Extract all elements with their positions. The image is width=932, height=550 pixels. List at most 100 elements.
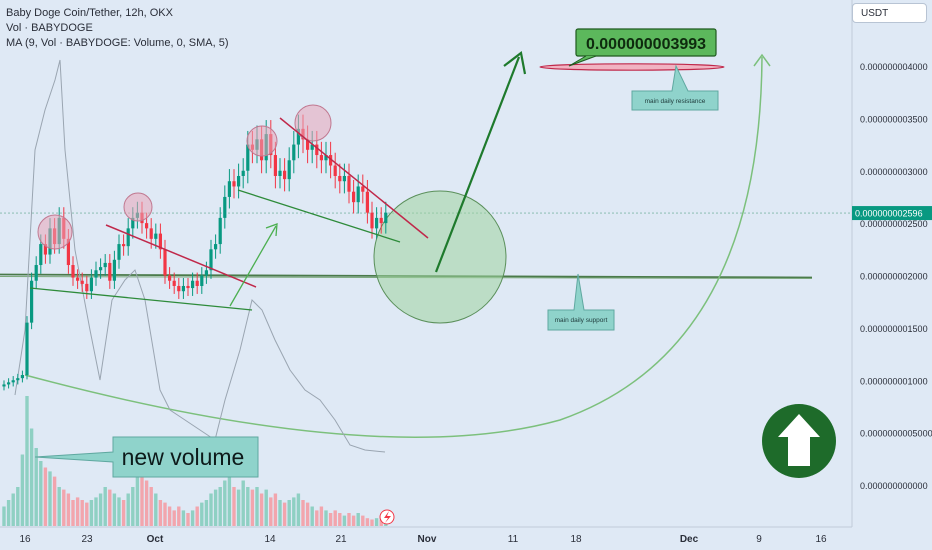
volume-bar: [150, 487, 153, 526]
candle-body: [186, 286, 189, 288]
volume-bar: [58, 487, 61, 526]
candle-body: [168, 276, 171, 281]
candle-body: [200, 276, 203, 286]
price-tick-label: 0.000000001000: [860, 376, 928, 386]
candle-body: [127, 228, 130, 246]
volume-bar: [297, 494, 300, 527]
volume-bar: [44, 468, 47, 527]
volume-bar: [7, 500, 10, 526]
volume-bar: [67, 494, 70, 527]
volume-bar: [182, 510, 185, 526]
candle-body: [81, 281, 84, 284]
volume-bar: [200, 503, 203, 526]
price-tick-label: 0.000000002000: [860, 272, 928, 282]
volume-bar: [76, 497, 79, 526]
candle-body: [108, 263, 111, 281]
volume-bar: [94, 497, 97, 526]
volume-bar: [246, 487, 249, 526]
volume-bar: [117, 497, 120, 526]
volume-bar: [205, 500, 208, 526]
candle-body: [150, 228, 153, 238]
candle-body: [237, 176, 240, 186]
candle-body: [25, 323, 28, 375]
volume-bar: [81, 500, 84, 526]
candle-body: [223, 197, 226, 218]
time-tick-label: 21: [335, 534, 347, 545]
candle-body: [12, 380, 15, 382]
resistance-zone: [540, 64, 724, 70]
volume-bar: [12, 494, 15, 527]
time-tick-label: 16: [19, 534, 31, 545]
candle-body: [163, 249, 166, 275]
volume-legend[interactable]: Vol · BABYDOGE: [6, 21, 229, 36]
candle-body: [357, 186, 360, 202]
candle-body: [283, 171, 286, 179]
volume-bar: [334, 510, 337, 526]
time-tick-label: 16: [815, 534, 827, 545]
volume-bar: [278, 500, 281, 526]
ma-legend[interactable]: MA (9, Vol · BABYDOGE: Volume, 0, SMA, 5…: [6, 36, 229, 51]
candle-body: [205, 270, 208, 275]
volume-bar: [357, 513, 360, 526]
volume-bar: [136, 474, 139, 526]
candle-body: [380, 218, 383, 223]
volume-bar: [39, 461, 42, 526]
candle-body: [71, 265, 74, 278]
volume-bar: [127, 494, 130, 527]
candle-body: [191, 281, 194, 288]
price-tick-label: 0.000000003000: [860, 167, 928, 177]
volume-bar: [274, 494, 277, 527]
volume-bar: [173, 510, 176, 526]
volume-bar: [320, 507, 323, 527]
downtrend-line-2: [280, 118, 428, 238]
volume-bar: [53, 477, 56, 526]
last-price-label: 0.000000002596: [855, 209, 923, 219]
candle-body: [366, 192, 369, 213]
volume-bar: [283, 503, 286, 526]
volume-bar: [292, 497, 295, 526]
volume-bar: [370, 520, 373, 527]
candle-body: [182, 286, 185, 291]
time-tick-label: Oct: [147, 534, 164, 545]
currency-button[interactable]: USDT: [852, 3, 927, 23]
volume-bar: [145, 481, 148, 527]
time-tick-label: 23: [81, 534, 93, 545]
volume-bar: [177, 507, 180, 527]
candle-body: [384, 213, 387, 223]
volume-bar: [311, 507, 314, 527]
candle-body: [375, 218, 378, 228]
volume-bar: [163, 503, 166, 526]
time-tick-label: 9: [756, 534, 762, 545]
symbol-title[interactable]: Baby Doge Coin/Tether, 12h, OKX: [6, 6, 229, 21]
price-callout-text: 0.000000003993: [586, 36, 706, 53]
volume-bar: [242, 481, 245, 527]
breakout-arrow-small: [230, 226, 276, 306]
volume-bar: [366, 518, 369, 526]
candle-body: [85, 284, 88, 291]
lower-trendline-1: [30, 288, 252, 310]
time-tick-label: 18: [570, 534, 582, 545]
volume-bar: [219, 487, 222, 526]
candle-body: [196, 281, 199, 286]
volume-bar: [315, 510, 318, 526]
candle-body: [209, 249, 212, 270]
volume-bar: [260, 494, 263, 527]
price-tick-label: 0.000000004000: [860, 62, 928, 72]
candle-body: [117, 244, 120, 260]
candle-body: [334, 166, 337, 176]
candle-body: [104, 263, 107, 267]
volume-bar: [2, 507, 5, 527]
price-tick-label: 0.000000000000: [860, 481, 928, 491]
volume-bar: [255, 487, 258, 526]
price-tick-label: 0.0000000005000: [860, 429, 932, 439]
top-highlight-circle: [38, 215, 72, 249]
volume-bar: [237, 490, 240, 526]
time-tick-label: 14: [264, 534, 276, 545]
volume-bar: [361, 516, 364, 526]
volume-bar: [113, 494, 116, 527]
volume-bar: [25, 396, 28, 526]
volume-bar: [288, 500, 291, 526]
volume-bar: [21, 455, 24, 527]
volume-bar: [375, 518, 378, 526]
